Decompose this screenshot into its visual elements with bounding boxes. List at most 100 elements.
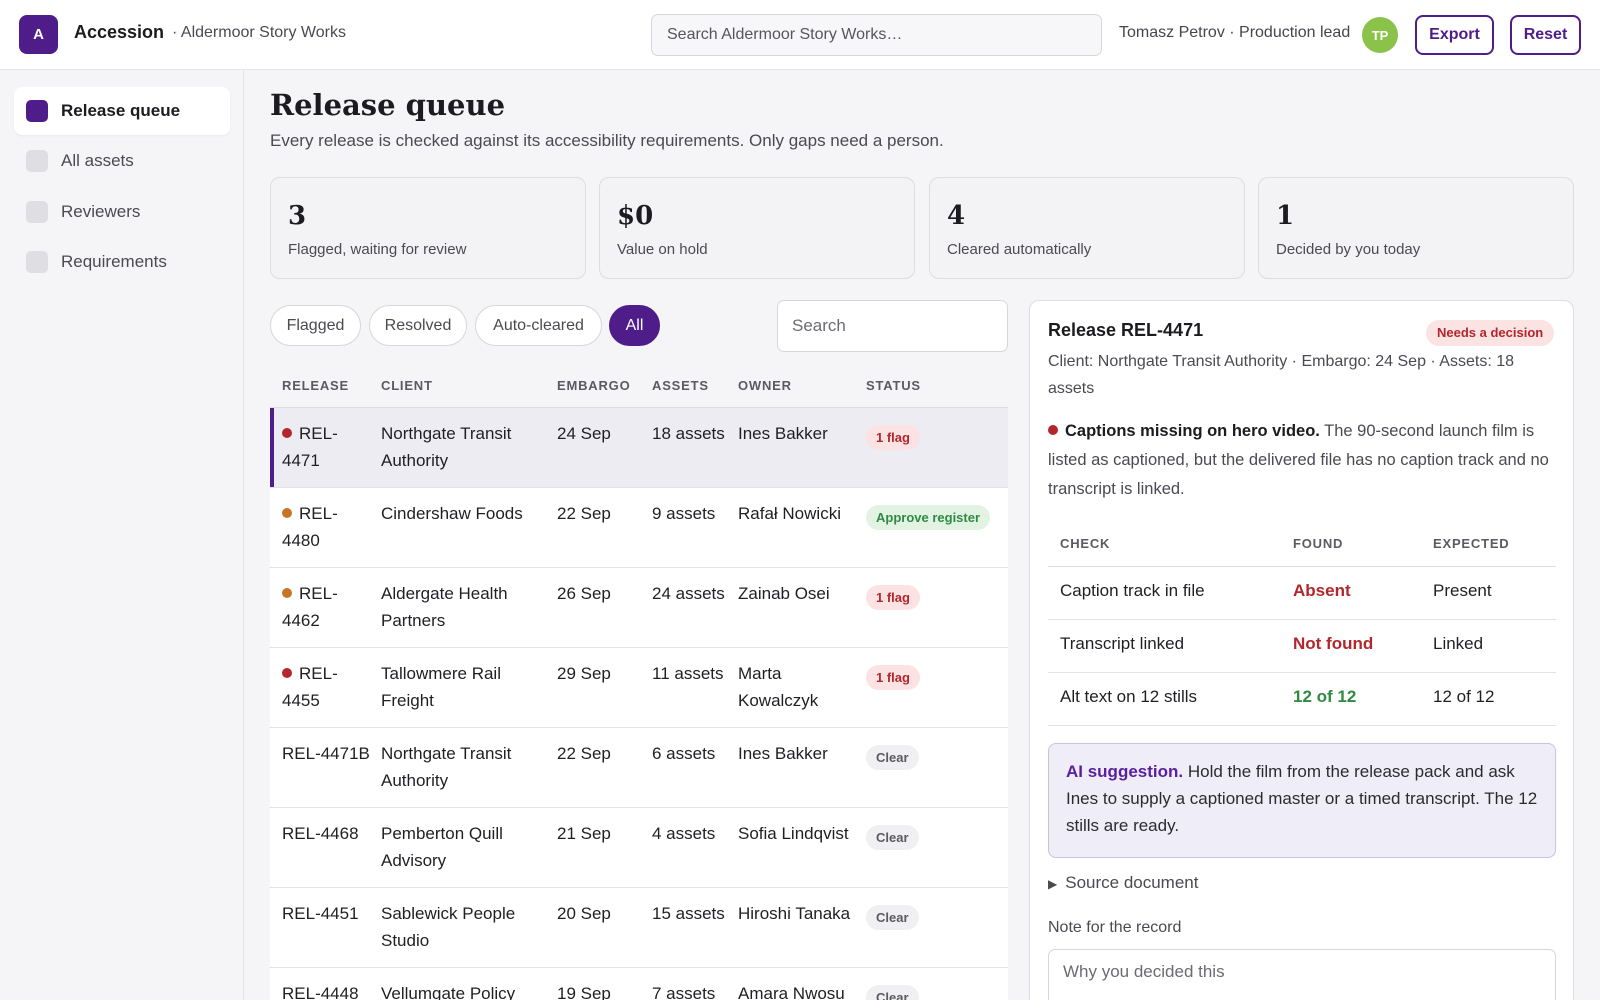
client-name: Pemberton Quill Advisory — [381, 824, 503, 870]
detail-title: Release REL-4471 — [1048, 320, 1204, 340]
nav-square-icon — [26, 251, 48, 273]
col-found: FOUND — [1293, 536, 1344, 551]
page-subtitle: Every release is checked against its acc… — [270, 131, 944, 150]
asset-count: 4 assets — [652, 824, 716, 843]
owner-name: Ines Bakker — [738, 424, 828, 443]
release-id: REL-4480 — [282, 500, 370, 554]
note-textarea[interactable]: Why you decided this — [1048, 949, 1556, 1000]
issue-title: Captions missing on hero video. — [1065, 422, 1320, 440]
client-name: Vellumgate Policy — [381, 984, 516, 1000]
owner-name: Rafał Nowicki — [738, 504, 841, 523]
app-logo[interactable]: A — [19, 15, 58, 54]
table-row[interactable]: REL-4451 Sablewick People Studio 20 Sep 15 … — [270, 888, 1008, 968]
col-embargo[interactable]: EMBARGO — [557, 378, 631, 393]
sidebar-item-label: Reviewers — [61, 202, 141, 221]
check-row: Transcript linked Not found Linked — [1048, 620, 1556, 673]
owner-name: Marta Kowalczyk — [738, 664, 819, 710]
check-found: 12 of 12 — [1293, 687, 1357, 706]
client-name: Cindershaw Foods — [381, 504, 523, 523]
stat-value-on-hold: $0 Value on hold — [599, 177, 915, 279]
client-name: Northgate Transit Authority — [381, 744, 512, 790]
status-badge: Clear — [866, 905, 919, 930]
stat-cleared: 4 Cleared automatically — [929, 177, 1245, 279]
check-row: Alt text on 12 stills 12 of 12 12 of 12 — [1048, 673, 1556, 726]
list-search-input[interactable]: Search — [777, 300, 1008, 352]
owner-name: Sofia Lindqvist — [738, 824, 849, 843]
check-name: Transcript linked — [1060, 634, 1185, 653]
org-name: · Aldermoor Story Works — [172, 24, 346, 41]
filter-flagged[interactable]: Flagged — [270, 305, 361, 346]
sidebar-item-label: All assets — [61, 151, 134, 170]
table-row[interactable]: REL-4455 Tallowmere Rail Freight 29 Sep 11 … — [270, 648, 1008, 728]
status-dot-icon — [282, 428, 292, 438]
source-label: Source document — [1065, 873, 1199, 892]
avatar[interactable]: TP — [1362, 17, 1398, 53]
status-dot-icon — [1048, 425, 1058, 435]
release-id-text: REL-4455 — [282, 664, 338, 710]
stat-value: 1 — [1276, 201, 1295, 231]
client-name: Aldergate Health Partners — [381, 584, 508, 630]
filter-auto-cleared[interactable]: Auto-cleared — [475, 305, 602, 346]
status-cell: Approve register — [866, 503, 991, 530]
col-owner[interactable]: OWNER — [738, 378, 792, 393]
col-assets[interactable]: ASSETS — [652, 378, 709, 393]
table-row[interactable]: REL-4480 Cindershaw Foods 22 Sep 9 assets Ra… — [270, 488, 1008, 568]
stat-flagged: 3 Flagged, waiting for review — [270, 177, 586, 279]
check-found: Absent — [1293, 581, 1351, 600]
release-id-text: REL-4451 — [282, 904, 359, 923]
sidebar: Release queue All assets Reviewers Requi… — [0, 70, 244, 1000]
table-row[interactable]: REL-4462 Aldergate Health Partners 26 Sep 2… — [270, 568, 1008, 648]
status-badge: 1 flag — [866, 585, 920, 610]
asset-count: 18 assets — [652, 424, 725, 443]
status-dot-icon — [282, 588, 292, 598]
table-row[interactable]: REL-4471B Northgate Transit Authority 22 S… — [270, 728, 1008, 808]
global-search-input[interactable]: Search Aldermoor Story Works… — [651, 14, 1102, 56]
release-id: REL-4451 — [282, 900, 370, 927]
embargo-date: 22 Sep — [557, 744, 611, 763]
sidebar-item-label: Requirements — [61, 252, 167, 271]
owner-name: Hiroshi Tanaka — [738, 904, 851, 923]
status-badge: Clear — [866, 985, 919, 1000]
col-client[interactable]: CLIENT — [381, 378, 433, 393]
release-id-text: REL-4471B — [282, 744, 370, 763]
embargo-date: 21 Sep — [557, 824, 611, 843]
status-cell: 1 flag — [866, 423, 920, 450]
sidebar-item-all-assets[interactable]: All assets — [14, 137, 230, 185]
ai-label: AI suggestion. — [1066, 762, 1184, 781]
asset-count: 9 assets — [652, 504, 716, 523]
export-button[interactable]: Export — [1415, 15, 1494, 55]
release-id: REL-4462 — [282, 580, 370, 634]
check-name: Caption track in file — [1060, 581, 1205, 600]
status-badge: 1 flag — [866, 665, 920, 690]
triangle-right-icon: ▶ — [1048, 877, 1058, 891]
table-row[interactable]: REL-4471 Northgate Transit Authority 24 Se… — [270, 408, 1008, 488]
table-row[interactable]: REL-4448 Vellumgate Policy 19 Sep 7 assets A… — [270, 968, 1008, 1000]
reset-button[interactable]: Reset — [1510, 15, 1581, 55]
check-table-header: CHECK FOUND EXPECTED — [1048, 529, 1556, 567]
client-name: Tallowmere Rail Freight — [381, 664, 501, 710]
status-cell: Clear — [866, 983, 919, 1000]
top-bar: A Accession · Aldermoor Story Works Sear… — [0, 0, 1600, 70]
filter-resolved[interactable]: Resolved — [369, 305, 467, 346]
status-cell: Clear — [866, 903, 919, 930]
col-status[interactable]: STATUS — [866, 378, 921, 393]
release-id: REL-4468 — [282, 820, 370, 847]
col-release[interactable]: RELEASE — [282, 378, 350, 393]
status-cell: Clear — [866, 743, 919, 770]
nav-square-icon — [26, 201, 48, 223]
status-dot-icon — [282, 508, 292, 518]
release-id: REL-4448 — [282, 980, 370, 1000]
col-expected: EXPECTED — [1433, 536, 1510, 551]
stat-label: Decided by you today — [1276, 241, 1421, 258]
release-id: REL-4455 — [282, 660, 370, 714]
note-label: Note for the record — [1048, 919, 1182, 936]
sidebar-item-label: Release queue — [61, 101, 181, 120]
stat-label: Value on hold — [617, 241, 708, 258]
sidebar-item-release-queue[interactable]: Release queue — [14, 87, 230, 135]
source-document-toggle[interactable]: ▶ Source document — [1048, 873, 1198, 893]
table-row[interactable]: REL-4468 Pemberton Quill Advisory 21 Sep 4 … — [270, 808, 1008, 888]
check-expected: Present — [1433, 581, 1492, 600]
sidebar-item-reviewers[interactable]: Reviewers — [14, 188, 230, 236]
sidebar-item-requirements[interactable]: Requirements — [14, 238, 230, 286]
filter-all[interactable]: All — [609, 305, 660, 346]
